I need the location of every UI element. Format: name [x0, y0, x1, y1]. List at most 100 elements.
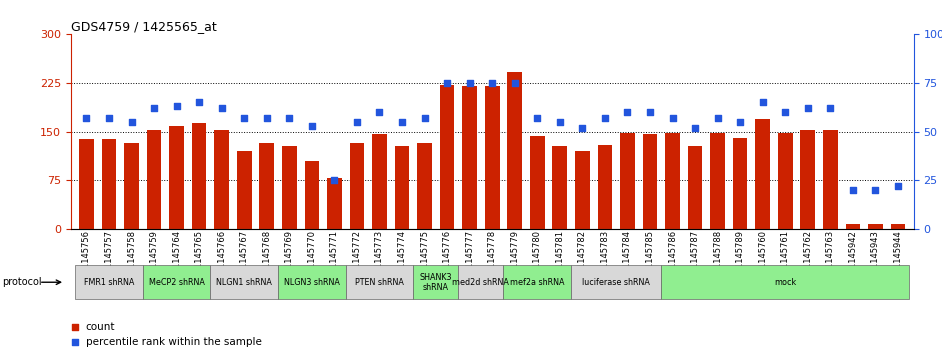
Bar	[79, 139, 94, 229]
Point	[236, 115, 252, 121]
Point	[327, 177, 342, 183]
Bar	[571, 265, 661, 299]
Bar	[414, 265, 459, 299]
Bar	[710, 133, 725, 229]
Bar	[124, 143, 138, 229]
Bar	[236, 151, 252, 229]
Point	[79, 115, 94, 121]
Bar	[147, 130, 161, 229]
Point	[169, 103, 184, 109]
Point	[778, 109, 793, 115]
Bar	[304, 161, 319, 229]
Bar	[278, 265, 346, 299]
Point	[372, 109, 387, 115]
Point	[868, 187, 883, 193]
Bar	[733, 138, 748, 229]
Point	[484, 80, 499, 86]
Bar	[642, 134, 658, 229]
Bar	[440, 85, 454, 229]
Bar	[215, 130, 229, 229]
Bar	[417, 143, 431, 229]
Text: FMR1 shRNA: FMR1 shRNA	[84, 278, 134, 287]
Bar	[620, 133, 635, 229]
Bar	[823, 130, 837, 229]
Bar	[553, 146, 567, 229]
Text: luciferase shRNA: luciferase shRNA	[582, 278, 650, 287]
Text: GDS4759 / 1425565_at: GDS4759 / 1425565_at	[71, 20, 217, 33]
Bar	[755, 119, 770, 229]
Bar	[372, 134, 387, 229]
Bar	[395, 147, 410, 229]
Bar	[346, 265, 414, 299]
Point	[124, 119, 139, 125]
Bar	[597, 144, 612, 229]
Bar	[463, 86, 477, 229]
Bar	[778, 133, 792, 229]
Bar	[665, 133, 680, 229]
Bar	[503, 265, 571, 299]
Text: SHANK3
shRNA: SHANK3 shRNA	[419, 273, 452, 292]
Text: count: count	[86, 322, 115, 332]
Point	[463, 80, 478, 86]
Text: PTEN shRNA: PTEN shRNA	[355, 278, 404, 287]
Bar	[327, 178, 342, 229]
Point	[440, 80, 455, 86]
Point	[688, 125, 703, 131]
Bar	[170, 126, 184, 229]
Point	[733, 119, 748, 125]
Text: med2d shRNA: med2d shRNA	[452, 278, 510, 287]
Bar	[282, 146, 297, 229]
Text: mock: mock	[774, 278, 796, 287]
Point	[395, 119, 410, 125]
Bar	[459, 265, 503, 299]
Point	[214, 105, 229, 111]
Bar	[75, 265, 143, 299]
Text: mef2a shRNA: mef2a shRNA	[510, 278, 564, 287]
Bar	[530, 136, 544, 229]
Point	[282, 115, 297, 121]
Text: percentile rank within the sample: percentile rank within the sample	[86, 337, 262, 347]
Bar	[801, 130, 815, 229]
Point	[349, 119, 365, 125]
Text: MeCP2 shRNA: MeCP2 shRNA	[149, 278, 204, 287]
Point	[642, 109, 658, 115]
Text: NLGN3 shRNA: NLGN3 shRNA	[284, 278, 340, 287]
Point	[575, 125, 590, 131]
Point	[801, 105, 816, 111]
Point	[102, 115, 117, 121]
Bar	[688, 146, 703, 229]
Bar	[143, 265, 210, 299]
Bar	[890, 224, 905, 229]
Point	[710, 115, 725, 121]
Point	[755, 99, 771, 105]
Bar	[508, 72, 522, 229]
Point	[147, 105, 162, 111]
Point	[822, 105, 837, 111]
Bar	[349, 143, 365, 229]
Bar	[869, 224, 883, 229]
Bar	[846, 224, 860, 229]
Point	[259, 115, 274, 121]
Point	[507, 80, 522, 86]
Point	[529, 115, 544, 121]
Point	[417, 115, 432, 121]
Point	[191, 99, 206, 105]
Bar	[661, 265, 909, 299]
Point	[304, 123, 319, 129]
Point	[523, 270, 538, 276]
Point	[890, 183, 905, 189]
Point	[845, 187, 860, 193]
Bar	[485, 86, 499, 229]
Point	[620, 109, 635, 115]
Point	[523, 136, 538, 142]
Bar	[102, 139, 116, 229]
Bar	[210, 265, 278, 299]
Point	[552, 119, 567, 125]
Point	[665, 115, 680, 121]
Bar	[259, 143, 274, 229]
Bar	[575, 151, 590, 229]
Bar	[192, 123, 206, 229]
Point	[597, 115, 612, 121]
Text: protocol: protocol	[2, 277, 41, 287]
Text: NLGN1 shRNA: NLGN1 shRNA	[217, 278, 272, 287]
